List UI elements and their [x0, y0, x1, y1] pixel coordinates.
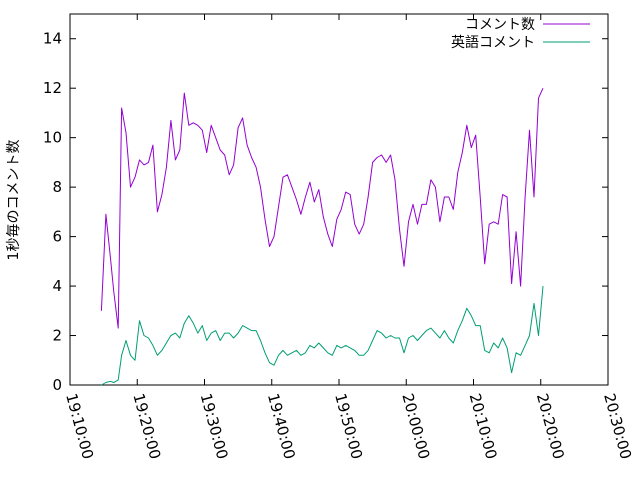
- y-tick-label: 6: [52, 228, 62, 246]
- y-axis-label: 1秒毎のコメント数: [6, 140, 22, 261]
- x-tick-label: 19:20:00: [129, 391, 164, 461]
- x-tick-label: 20:20:00: [533, 391, 568, 461]
- x-tick-label: 19:10:00: [62, 391, 97, 461]
- x-tick-label: 20:30:00: [600, 391, 635, 461]
- x-axis-ticks: 19:10:00 19:20:00 19:30:00 19:40:00 19:50:00…: [62, 14, 635, 461]
- y-tick-label: 4: [52, 277, 62, 295]
- series-line-1: [100, 87, 544, 329]
- x-tick-label: 19:30:00: [197, 391, 232, 461]
- y-axis-ticks: 0 2 4 6 8 10 12 14: [43, 30, 608, 394]
- series-lines: [100, 87, 544, 386]
- y-tick-label: 10: [43, 129, 62, 147]
- x-tick-label: 19:40:00: [264, 391, 299, 461]
- legend-label: コメント数: [465, 17, 535, 33]
- y-tick-label: 14: [43, 30, 62, 48]
- y-tick-label: 0: [52, 376, 62, 394]
- y-tick-label: 12: [43, 79, 62, 97]
- x-tick-label: 20:00:00: [398, 391, 433, 461]
- y-tick-label: 2: [52, 327, 62, 345]
- series-line-2: [101, 286, 544, 386]
- y-tick-label: 8: [52, 178, 62, 196]
- x-tick-label: 20:10:00: [466, 391, 501, 461]
- plot-frame: [69, 13, 609, 386]
- plot-border: [69, 13, 609, 386]
- legend-label: 英語コメント: [451, 34, 535, 51]
- x-tick-label: 19:50:00: [331, 391, 366, 461]
